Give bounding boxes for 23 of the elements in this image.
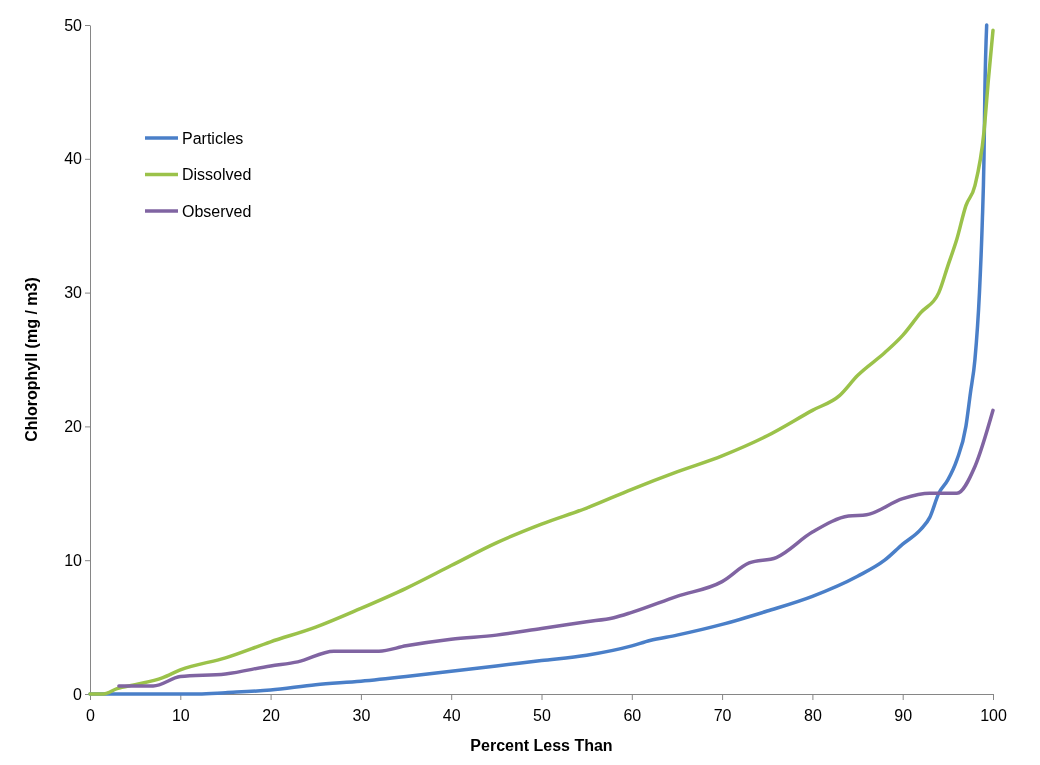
y-tick-label: 0 bbox=[73, 685, 83, 703]
x-tick-label: 30 bbox=[352, 706, 371, 724]
x-tick-label: 20 bbox=[262, 706, 281, 724]
x-tick-label: 10 bbox=[171, 706, 190, 724]
y-tick-label: 20 bbox=[64, 418, 83, 436]
x-tick-label: 90 bbox=[894, 706, 913, 724]
x-axis-title: Percent Less Than bbox=[470, 737, 613, 754]
x-tick-label: 50 bbox=[533, 706, 551, 724]
x-tick-label: 80 bbox=[804, 706, 822, 724]
legend-label: Particles bbox=[182, 129, 244, 147]
y-tick-label: 30 bbox=[64, 284, 83, 302]
y-tick-label: 50 bbox=[64, 16, 83, 34]
x-tick-label: 60 bbox=[623, 706, 642, 724]
y-axis-title: Chlorophyll (mg / m3) bbox=[23, 277, 40, 442]
x-tick-label: 70 bbox=[713, 706, 732, 724]
y-tick-label: 40 bbox=[64, 150, 83, 168]
x-tick-label: 40 bbox=[442, 706, 461, 724]
x-tick-label: 0 bbox=[86, 706, 96, 724]
y-tick-label: 10 bbox=[64, 551, 83, 569]
legend-label: Observed bbox=[182, 202, 252, 220]
legend-label: Dissolved bbox=[182, 166, 252, 184]
line-series bbox=[117, 408, 995, 688]
x-tick-label: 100 bbox=[980, 706, 1007, 724]
